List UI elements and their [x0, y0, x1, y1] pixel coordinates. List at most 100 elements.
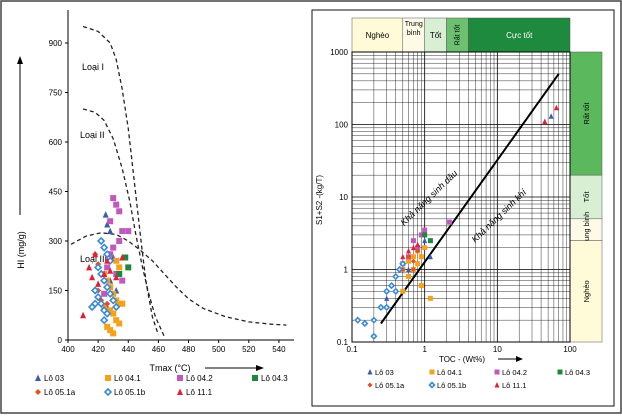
- right-y-tick-label: 10: [339, 193, 348, 202]
- legend-marker-l-11-1: [177, 388, 183, 395]
- point-l-04-3: [427, 238, 433, 244]
- point-l-04-3: [116, 271, 123, 277]
- point-l-04-2: [113, 201, 120, 208]
- point-l-11-1: [410, 244, 416, 251]
- left-y-tick-label: 150: [49, 287, 63, 296]
- right-legend: Lô 03 Lô 04.1 Lô 04.2 Lô 04.3 Lô 05.1a Lô 05.…: [367, 368, 590, 390]
- right-x-tick-label: 100: [563, 345, 577, 354]
- point-l-05-1b: [106, 289, 115, 298]
- point-l-04-1: [110, 330, 117, 337]
- point-l-05-1b: [395, 265, 404, 274]
- point-l-05-1b: [112, 302, 121, 312]
- left-y-label: HI (mg/g): [16, 231, 26, 269]
- left-y-tick-label: 900: [49, 39, 63, 48]
- left-y-ticks: 0 150 300 450 600 750 900: [49, 39, 68, 345]
- point-l-04-3: [422, 232, 428, 238]
- legend-marker-l-05-1a: [35, 389, 41, 395]
- point-l-04-2: [110, 244, 117, 251]
- y-arrow-head: [17, 56, 23, 64]
- legend-label-l-05-1b: Lô 05.1b: [437, 381, 466, 390]
- point-l-11-1: [415, 241, 421, 248]
- top-richness-bands: Nghèo Trung bình Tốt Rất tốt Cực tốt: [351, 17, 571, 53]
- legend-marker-l-05-1b: [428, 381, 436, 389]
- point-l-05-1b: [383, 287, 391, 295]
- point-l-04-2: [447, 219, 453, 225]
- point-l-11-1: [107, 267, 114, 274]
- point-l-04-2: [116, 208, 123, 215]
- point-l-04-1: [400, 288, 406, 294]
- left-x-ticks: 400 420 440 460 480 500 520 540: [61, 340, 286, 354]
- point-l-05-1b: [90, 286, 100, 295]
- right-richness-bands: Rất tốt Tốt Trung bình Nghèo: [569, 51, 603, 343]
- point-l-04-3: [125, 264, 132, 271]
- point-l-04-1: [427, 295, 433, 301]
- point-l-05-1a: [410, 267, 416, 272]
- left-x-tick-label: 540: [272, 345, 286, 354]
- legend-label-l-03: Lô 03: [375, 368, 394, 377]
- point-l-04-2: [415, 245, 421, 251]
- legend-label-l-05-1a: Lô 05.1a: [375, 381, 405, 390]
- point-l-04-1: [116, 300, 123, 307]
- left-x-tick-label: 500: [212, 345, 226, 354]
- legend-marker-l-05-1a: [367, 382, 373, 388]
- point-l-04-2: [119, 228, 126, 235]
- point-l-04-2: [107, 218, 114, 225]
- point-l-05-1b: [103, 309, 112, 318]
- trend-line: [380, 73, 560, 325]
- legend-marker-l-11-1: [494, 382, 500, 388]
- right-x-ticks: 0.1 1 10 100: [346, 345, 577, 354]
- point-l-05-1b: [97, 236, 106, 246]
- point-l-04-2: [422, 227, 428, 233]
- right-y-tick-label: 1000: [330, 48, 348, 57]
- point-l-04-1: [104, 323, 111, 330]
- point-l-05-1b: [87, 302, 97, 312]
- point-l-03: [102, 211, 109, 218]
- point-l-04-2: [119, 277, 126, 284]
- point-l-05-1b: [377, 303, 385, 312]
- point-l-04-1: [406, 258, 412, 264]
- point-l-04-1: [422, 245, 428, 251]
- point-l-05-1b: [399, 260, 407, 268]
- right-band-label-r-t-t-t: Rất tốt: [582, 102, 591, 125]
- type-boundary-lines: [70, 25, 287, 337]
- top-band-bg-ngh-o: [351, 17, 404, 53]
- kerogen-label-3: Loại III: [80, 254, 107, 264]
- right-band-bg-r-t-t-t: [569, 51, 603, 176]
- point-l-03: [107, 227, 114, 235]
- left-data-points: [80, 195, 132, 337]
- left-y-tick-label: 600: [49, 138, 63, 147]
- point-l-05-1b: [370, 316, 378, 324]
- point-l-11-1: [101, 270, 108, 277]
- right-band-label-t-t: Tốt: [582, 191, 591, 203]
- top-band-label-c-c-t-t: Cực tốt: [506, 31, 533, 40]
- point-l-04-1: [107, 327, 114, 334]
- point-l-05-1b: [361, 319, 369, 328]
- point-l-05-1b: [387, 281, 396, 290]
- point-l-04-1: [406, 274, 412, 280]
- point-l-05-1a: [104, 300, 111, 307]
- right-panel-frame: [311, 9, 615, 407]
- point-l-05-1b: [370, 332, 378, 340]
- legend-label-l-04-3: Lô 04.3: [261, 374, 288, 383]
- point-l-03: [384, 295, 390, 301]
- x-arrow-head: [256, 365, 264, 371]
- left-chart: 0 150 300 450 600 750 900 400 420 440 460 480 500 52…: [16, 10, 294, 397]
- point-l-05-1b: [94, 263, 103, 272]
- oil-gas-divider-line: [380, 73, 560, 325]
- legend-marker-l-04-1: [105, 375, 111, 381]
- point-l-04-1: [119, 300, 126, 307]
- point-l-05-1a: [406, 254, 412, 260]
- kerogen-type-labels: Loại I Loại II Loại III: [80, 62, 107, 264]
- right-y-label: S1+S2 -(kg/T): [315, 175, 324, 225]
- kerogen-label-2: Loại II: [80, 130, 105, 140]
- top-band-bg-c-c-t-t: [468, 17, 571, 53]
- point-l-05-1a: [415, 248, 421, 254]
- legend-label-l-04-2: Lô 04.2: [502, 368, 527, 377]
- top-band-label-r-t-t-t: Rất tốt: [452, 25, 461, 46]
- point-l-11-1: [86, 263, 93, 271]
- point-l-04-2: [101, 290, 108, 297]
- point-l-04-2: [104, 264, 111, 271]
- boundary-iii: [70, 232, 287, 326]
